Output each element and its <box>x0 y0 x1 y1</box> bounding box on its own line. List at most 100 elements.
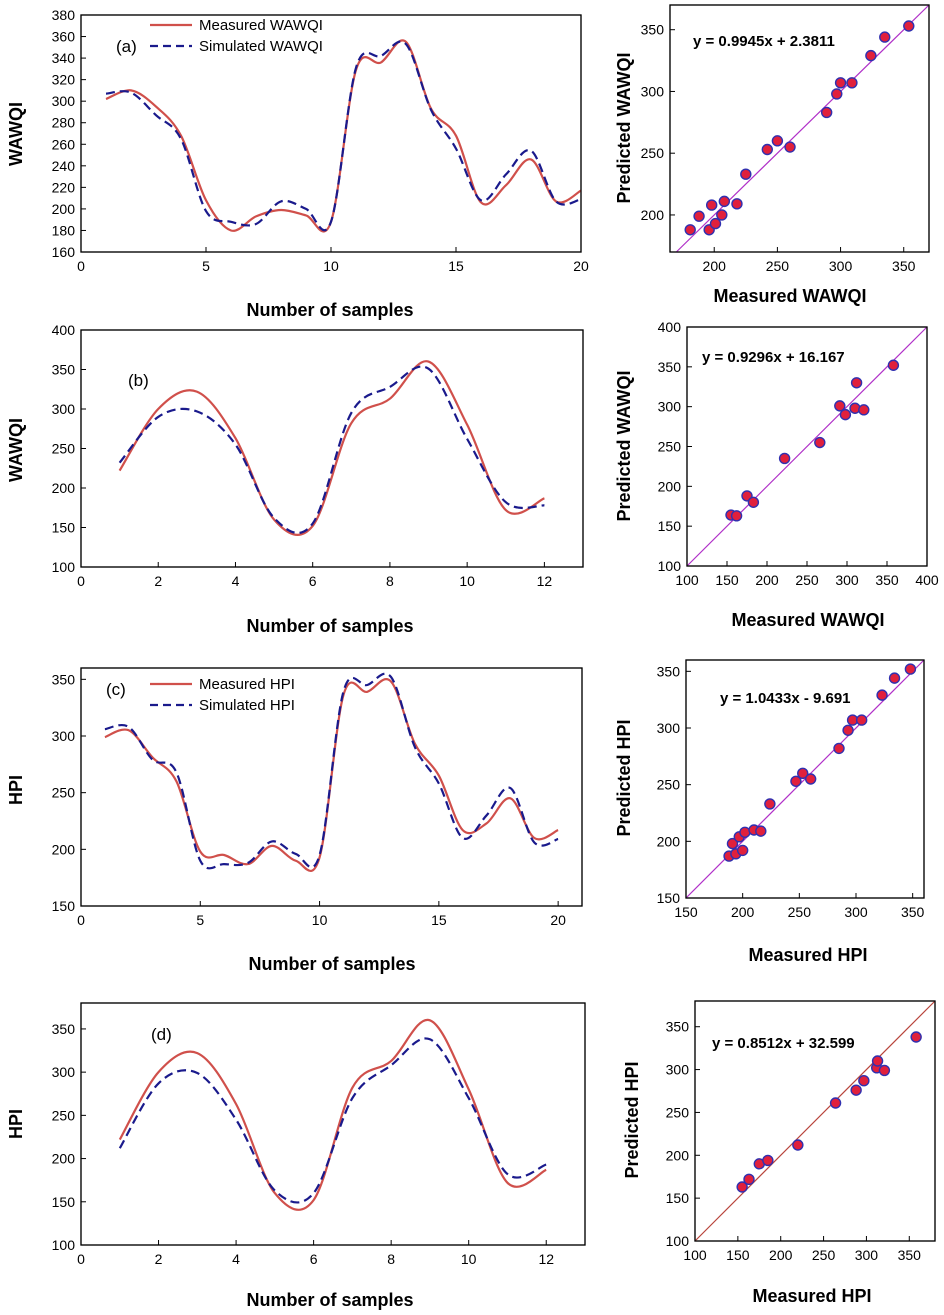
x-tick-labels: 0 2 4 6 8 10 12 <box>77 1251 554 1267</box>
plot-frame <box>80 1002 586 1246</box>
plot-frame <box>80 14 582 253</box>
x-tick-label: 2 <box>155 1251 163 1267</box>
scatter-point <box>834 77 847 89</box>
scatter-point <box>693 210 705 222</box>
scatter-point <box>839 408 852 421</box>
y-tick-label: 250 <box>666 1104 690 1120</box>
x-tick-label: 12 <box>538 1251 554 1267</box>
x-axis-title: Number of samples <box>246 1290 413 1310</box>
scatter-point <box>761 143 773 156</box>
x-tick-label: 4 <box>232 1251 240 1267</box>
scatter-point <box>705 199 718 211</box>
x-tick-label: 6 <box>309 573 317 589</box>
x-tick-label: 100 <box>683 1247 707 1263</box>
scatter-point <box>834 400 846 412</box>
x-tick-labels: 200 250 300 350 <box>703 258 916 274</box>
x-tick-label: 5 <box>202 258 210 274</box>
x-tick-label: 300 <box>835 572 859 588</box>
y-tick-label: 400 <box>52 322 76 338</box>
x-tick-label: 0 <box>77 912 85 928</box>
measured-series-line <box>118 1018 547 1211</box>
panel-d-line-chart: 100 150 200 250 300 350 0 2 4 6 8 10 12 … <box>6 1002 586 1310</box>
y-tick-label: 250 <box>52 785 76 801</box>
y-tick-label: 300 <box>52 1064 76 1080</box>
panel-c-line-chart: 150 200 250 300 350 0 5 10 15 20 Number … <box>6 667 583 974</box>
x-tick-label: 15 <box>431 912 447 928</box>
y-tick-label: 360 <box>52 29 76 45</box>
scatter-point <box>718 195 731 208</box>
regression-equation: y = 0.9945x + 2.3811 <box>693 33 835 50</box>
y-tick-label: 350 <box>666 1019 690 1035</box>
panel-b-scatter: 100 150 200 250 300 350 400 100 150 200 … <box>614 319 939 630</box>
scatter-point <box>879 31 891 43</box>
scatter-point <box>747 496 760 508</box>
y-tick-label: 150 <box>666 1190 690 1206</box>
x-tick-label: 200 <box>731 904 755 920</box>
y-tick-label: 300 <box>666 1062 690 1078</box>
simulated-series-line <box>105 40 582 232</box>
scatter-point <box>850 377 863 389</box>
x-tick-label: 10 <box>312 912 328 928</box>
x-tick-label: 0 <box>77 573 85 589</box>
legend-measured-label: Measured WAWQI <box>199 17 323 34</box>
y-tick-label: 200 <box>666 1147 690 1163</box>
scatter-point <box>855 714 868 726</box>
scatter-point <box>736 1181 748 1193</box>
y-tick-label: 200 <box>52 480 76 496</box>
x-tick-label: 20 <box>550 912 566 928</box>
legend: Measured HPI Simulated HPI <box>150 676 295 714</box>
x-tick-label: 0 <box>77 1251 85 1267</box>
x-tick-label: 8 <box>387 1251 395 1267</box>
y-tick-label: 150 <box>52 898 76 914</box>
scatter-point <box>904 663 917 675</box>
y-tick-label: 200 <box>52 1151 76 1167</box>
y-tick-labels: 100 150 200 250 300 350 <box>666 1019 690 1249</box>
x-tick-label: 350 <box>875 572 899 588</box>
scatter-point <box>740 168 752 180</box>
x-axis-title: Number of samples <box>246 300 413 320</box>
panel-label: (b) <box>128 371 149 390</box>
scatter-point <box>726 837 739 850</box>
y-tick-label: 220 <box>52 179 76 195</box>
x-tick-label: 250 <box>795 572 819 588</box>
y-tick-labels: 100 150 200 250 300 350 400 <box>658 319 682 574</box>
y-tick-labels: 150 200 250 300 350 <box>657 663 681 906</box>
y-tick-label: 250 <box>52 441 76 457</box>
scatter-point <box>684 224 696 236</box>
scatter-point <box>858 1075 870 1087</box>
x-tick-labels: 100 150 200 250 300 350 <box>683 1247 921 1263</box>
x-tick-label: 300 <box>855 1247 879 1263</box>
x-tick-labels: 0 5 10 15 20 <box>77 912 566 928</box>
measured-series-line <box>105 39 582 233</box>
panel-label: (a) <box>116 37 137 56</box>
x-tick-labels: 0 2 4 6 8 10 12 <box>77 573 552 589</box>
scatter-point <box>716 209 728 221</box>
y-tick-label: 300 <box>658 399 682 415</box>
scatter-point <box>790 775 802 787</box>
y-tick-label: 240 <box>52 158 76 174</box>
scatter-point <box>709 217 722 230</box>
x-tick-label: 20 <box>573 258 589 274</box>
plot-frame <box>80 329 584 568</box>
plot-frame <box>80 1002 586 1246</box>
scatter-point <box>871 1055 884 1067</box>
simulated-series-line <box>118 365 545 535</box>
x-axis-title: Measured WAWQI <box>731 610 884 630</box>
plot-frame <box>694 1000 936 1242</box>
x-tick-label: 5 <box>196 912 204 928</box>
x-tick-label: 200 <box>703 258 727 274</box>
scatter-point <box>887 359 900 371</box>
scatter-point <box>743 1173 755 1185</box>
x-tick-labels: 150 200 250 300 350 <box>674 904 924 920</box>
x-tick-label: 350 <box>901 904 925 920</box>
scatter-point <box>820 106 833 119</box>
x-tick-label: 0 <box>77 258 85 274</box>
regression-equation: y = 0.8512x + 32.599 <box>712 1035 855 1052</box>
scatter-point <box>784 141 796 153</box>
x-axis-title: Number of samples <box>246 616 413 636</box>
x-tick-label: 200 <box>755 572 779 588</box>
x-tick-label: 300 <box>844 904 868 920</box>
y-tick-labels: 160 180 200 220 240 260 280 300 320 340 … <box>52 7 76 260</box>
y-axis-title: HPI <box>6 1109 26 1139</box>
